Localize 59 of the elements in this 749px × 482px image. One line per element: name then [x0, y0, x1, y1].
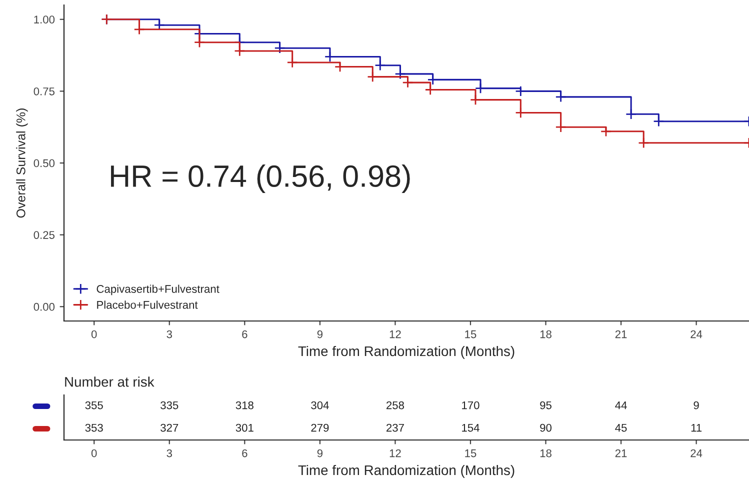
x-tick-label: 9 — [317, 330, 322, 338]
point — [638, 137, 650, 148]
data-label: 9 — [694, 401, 699, 410]
point — [653, 116, 664, 127]
point — [234, 45, 246, 57]
x-axis-title: Time from Randomization (Months) — [298, 464, 514, 478]
x-tick-label: 24 — [690, 330, 702, 338]
legend-label: Capivasertib+Fulvestrant — [96, 284, 220, 296]
x-tick-label: 15 — [465, 330, 476, 338]
x-tick-label: 18 — [540, 449, 552, 458]
point — [194, 36, 206, 48]
y-tick-label: 0.00 — [34, 302, 55, 311]
y-tick-label: 0.50 — [34, 159, 55, 168]
point — [555, 91, 566, 102]
point — [374, 60, 386, 71]
y-axis-title: Overall Survival (%) — [16, 108, 28, 218]
x-tick-label: 12 — [390, 330, 401, 338]
x-axis-title: Time from Randomization (Months) — [298, 346, 514, 359]
legend-label: Placebo+Fulvestrant — [97, 300, 198, 309]
x-tick-label: 15 — [465, 449, 476, 458]
x-tick-label: 3 — [166, 330, 172, 338]
x-tick-label: 3 — [166, 449, 172, 458]
data-label: 353 — [85, 424, 103, 432]
data-label: 301 — [236, 424, 254, 432]
y-tick-label: 1.00 — [34, 16, 55, 24]
data-label: 304 — [311, 401, 329, 410]
x-tick-label: 0 — [91, 449, 97, 458]
data-label: 11 — [691, 424, 702, 432]
point — [286, 56, 298, 68]
x-tick-label: 21 — [615, 330, 627, 338]
x-tick-label: 6 — [242, 330, 248, 338]
x-tick-label: 0 — [91, 330, 97, 338]
y-tick-label: 0.75 — [34, 87, 55, 96]
point — [274, 42, 286, 54]
x-tick-label: 12 — [390, 449, 401, 458]
data-label: 258 — [386, 401, 404, 410]
data-label: 45 — [615, 424, 627, 432]
data-label: 170 — [462, 401, 480, 410]
point — [626, 108, 637, 120]
x-tick-label: 6 — [242, 449, 248, 458]
chart-title: Number at risk — [65, 376, 154, 387]
data-label: 95 — [540, 401, 552, 410]
x-tick-label: 9 — [317, 449, 322, 458]
data-label: 90 — [540, 424, 552, 432]
x-tick-label: 21 — [615, 449, 627, 458]
x-tick-label: 24 — [690, 449, 702, 458]
annotation: HR = 0.74 (0.56, 0.98) — [111, 164, 410, 194]
data-label: 318 — [236, 401, 254, 410]
point — [555, 122, 566, 133]
data-label: 154 — [462, 424, 480, 432]
data-label: 355 — [85, 401, 103, 410]
x-tick-label: 18 — [540, 330, 552, 338]
point — [600, 126, 612, 137]
data-label: 335 — [160, 401, 178, 410]
data-label: 44 — [615, 401, 627, 410]
data-label: 237 — [386, 424, 404, 432]
y-tick-label: 0.25 — [34, 231, 55, 239]
data-label: 327 — [160, 424, 178, 432]
data-label: 279 — [311, 424, 329, 432]
